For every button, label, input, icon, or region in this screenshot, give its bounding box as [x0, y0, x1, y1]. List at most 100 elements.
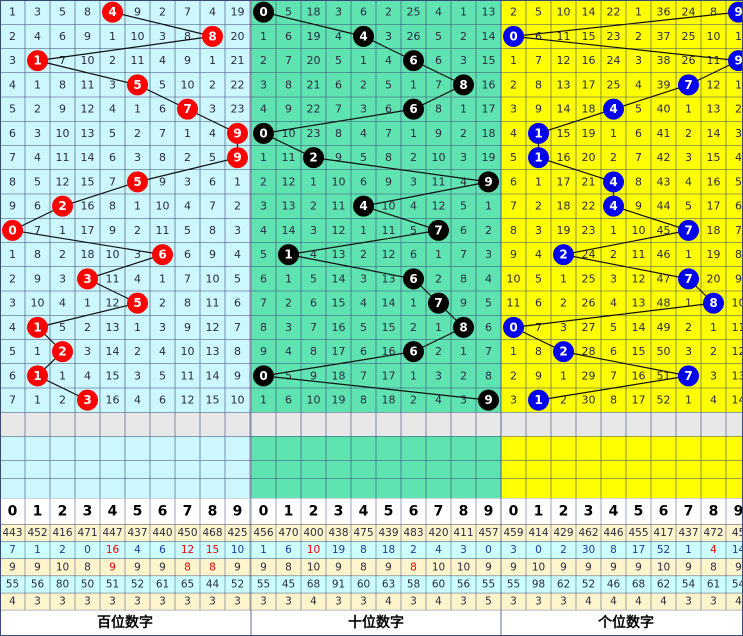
stat-cell: 9 [635, 561, 642, 573]
omission-cell-tens: 1 [435, 321, 442, 334]
omission-cell-tens: 1 [360, 224, 367, 237]
omission-cell-units: 2 [510, 6, 517, 19]
omission-cell-hundreds: 10 [181, 78, 195, 91]
stat-cell: 417 [653, 527, 673, 539]
ball-number-hundreds: 2 [58, 199, 66, 213]
omission-cell-hundreds: 10 [156, 200, 170, 213]
omission-cell-tens: 1 [260, 30, 267, 43]
omission-cell-units: 46 [657, 248, 671, 261]
omission-cell-hundreds: 2 [34, 103, 41, 116]
stat-cell: 437 [127, 527, 147, 539]
omission-cell-hundreds: 15 [81, 175, 95, 188]
ball-number-hundreds: 4 [108, 5, 116, 19]
omission-cell-tens: 12 [382, 248, 396, 261]
omission-cell-hundreds: 8 [84, 6, 91, 19]
stat-cell: 416 [52, 527, 72, 539]
omission-cell-hundreds: 3 [134, 151, 141, 164]
omission-cell-tens: 21 [307, 78, 321, 91]
ball-number-tens: 9 [484, 175, 492, 189]
omission-cell-tens: 6 [360, 345, 367, 358]
omission-cell-tens: 8 [485, 369, 492, 382]
omission-cell-tens: 4 [485, 272, 492, 285]
omission-cell-units: 24 [607, 54, 621, 67]
omission-cell-hundreds: 9 [184, 321, 191, 334]
omission-cell-hundreds: 10 [31, 297, 45, 310]
omission-cell-tens: 11 [282, 151, 296, 164]
ball-hundreds [227, 147, 248, 169]
stat-cell: 3 [685, 596, 692, 608]
omission-cell-hundreds: 4 [209, 127, 216, 140]
omission-cell-hundreds: 4 [109, 103, 116, 116]
omission-cell-hundreds: 5 [9, 345, 16, 358]
stat-cell: 3 [34, 596, 41, 608]
omission-cell-hundreds: 5 [59, 6, 66, 19]
stat-cell: 439 [378, 527, 398, 539]
stat-cell: 60 [357, 578, 370, 590]
stat-cell: 468 [202, 527, 222, 539]
ball-number-units: 2 [559, 345, 567, 359]
stat-cell: 10 [307, 561, 320, 573]
omission-cell-units: 6 [535, 30, 542, 43]
omission-cell-units: 2 [685, 127, 692, 140]
omission-cell-tens: 11 [382, 224, 396, 237]
digit-header: 9 [734, 503, 743, 519]
omission-cell-tens: 6 [360, 6, 367, 19]
digit-header: 5 [634, 503, 644, 519]
omission-cell-units: 12 [732, 345, 743, 358]
omission-cell-units: 52 [657, 394, 671, 407]
stat-cell: 9 [385, 561, 392, 573]
omission-cell-units: 24 [682, 6, 696, 19]
omission-cell-tens: 13 [482, 6, 496, 19]
omission-cell-tens: 4 [310, 248, 317, 261]
stat-cell: 9 [234, 561, 241, 573]
omission-cell-tens: 16 [482, 78, 496, 91]
stat-cell: 55 [6, 578, 19, 590]
digit-header: 4 [609, 503, 619, 519]
stat-cell: 9 [335, 561, 342, 573]
omission-cell-hundreds: 1 [109, 30, 116, 43]
ball-number-units: 9 [734, 54, 742, 68]
stat-cell: 0 [535, 544, 542, 556]
digit-header: 9 [484, 503, 494, 519]
omission-cell-tens: 5 [410, 224, 417, 237]
omission-cell-units: 3 [510, 394, 517, 407]
stat-cell: 68 [307, 578, 320, 590]
omission-cell-units: 16 [632, 369, 646, 382]
stat-cell: 9 [34, 561, 41, 573]
omission-cell-units: 5 [510, 151, 517, 164]
omission-cell-tens: 9 [335, 151, 342, 164]
omission-cell-hundreds: 7 [159, 127, 166, 140]
omission-cell-units: 6 [735, 200, 742, 213]
omission-cell-units: 21 [582, 175, 596, 188]
stat-cell: 9 [560, 561, 567, 573]
omission-cell-tens: 7 [360, 369, 367, 382]
ball-number-tens: 6 [409, 272, 417, 286]
stat-row-bg [0, 575, 743, 594]
ball-number-tens: 7 [434, 223, 442, 237]
omission-cell-tens: 8 [360, 394, 367, 407]
stat-cell: 3 [460, 596, 467, 608]
omission-cell-hundreds: 10 [231, 394, 245, 407]
omission-cell-tens: 1 [485, 200, 492, 213]
stat-cell: 425 [227, 527, 247, 539]
stat-cell: 58 [407, 578, 420, 590]
stat-cell: 5 [485, 596, 492, 608]
ball-number-hundreds: 2 [58, 345, 66, 359]
ball-number-tens: 9 [484, 393, 492, 407]
omission-cell-tens: 3 [260, 78, 267, 91]
omission-cell-units: 13 [732, 369, 743, 382]
omission-cell-hundreds: 2 [234, 200, 241, 213]
omission-cell-hundreds: 7 [9, 151, 16, 164]
omission-cell-units: 11 [507, 297, 521, 310]
digit-header: 1 [284, 503, 294, 519]
stat-cell: 12 [181, 544, 194, 556]
omission-cell-tens: 18 [382, 394, 396, 407]
stat-cell: 3 [109, 596, 116, 608]
omission-cell-units: 18 [582, 103, 596, 116]
omission-cell-tens: 2 [310, 200, 317, 213]
omission-cell-tens: 6 [360, 175, 367, 188]
omission-cell-units: 1 [685, 103, 692, 116]
ball-units [528, 122, 549, 144]
ball-number-units: 4 [609, 199, 617, 213]
ball-number-tens: 4 [359, 29, 367, 43]
